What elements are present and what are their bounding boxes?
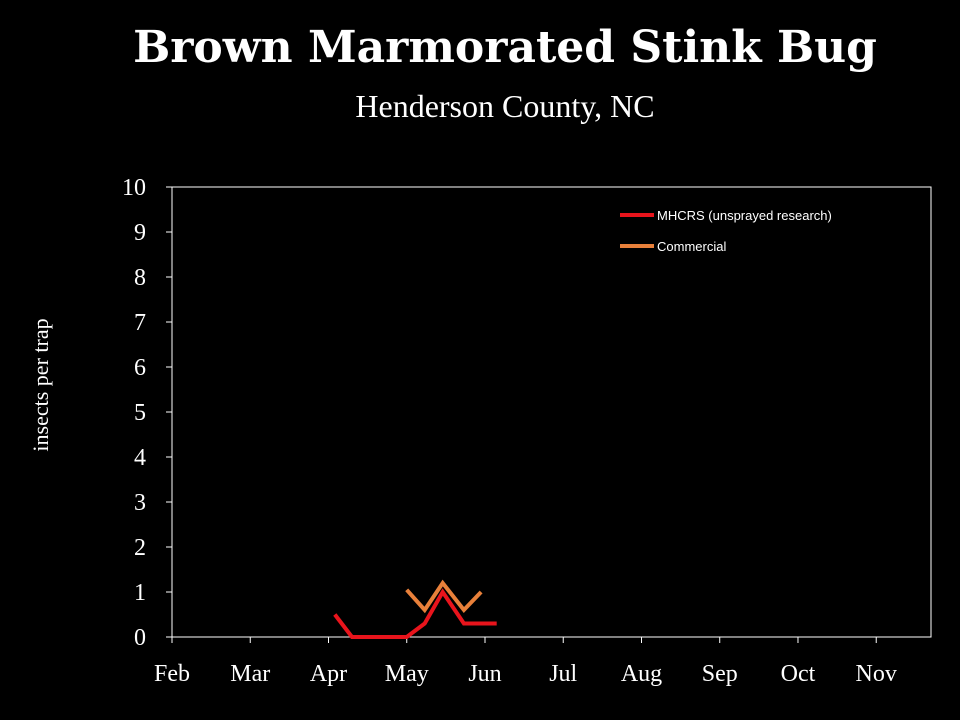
y-tick-label: 10 (122, 175, 146, 201)
y-tick-label: 5 (134, 400, 146, 426)
x-tick-label: Apr (310, 661, 347, 687)
x-tick-label: Oct (781, 661, 816, 687)
series-line (405, 579, 483, 614)
y-tick-label: 3 (134, 490, 146, 516)
y-tick-label: 2 (134, 535, 146, 561)
x-tick-label: Jun (468, 661, 501, 687)
series-layer (333, 579, 497, 639)
y-tick-label: 0 (134, 625, 146, 651)
x-tick-label: Jul (549, 661, 577, 687)
x-tick-label: Mar (230, 661, 270, 687)
series-line (333, 588, 497, 639)
y-tick-label: 1 (134, 580, 146, 606)
x-axis: Feb Mar Apr May Jun Jul Aug Sep Oct Nov (154, 637, 897, 687)
legend-label: Commercial (657, 239, 726, 254)
chart-title: Brown Marmorated Stink Bug (133, 22, 877, 73)
x-tick-label: Aug (621, 661, 662, 687)
legend: MHCRS (unsprayed research) Commercial (620, 208, 832, 254)
y-tick-label: 6 (134, 355, 146, 381)
y-axis: 0 1 2 3 4 5 6 7 8 9 10 (122, 175, 172, 651)
x-tick-label: Nov (856, 661, 897, 687)
y-tick-label: 4 (134, 445, 146, 471)
x-tick-label: Sep (702, 661, 738, 687)
plot-frame (171, 186, 932, 638)
legend-label: MHCRS (unsprayed research) (657, 208, 832, 223)
y-tick-label: 9 (134, 220, 146, 246)
y-axis-label: insects per trap (28, 318, 53, 451)
chart-subtitle: Henderson County, NC (355, 88, 655, 124)
x-tick-label: Feb (154, 661, 190, 687)
x-tick-label: May (385, 661, 429, 687)
y-tick-label: 8 (134, 265, 146, 291)
plot-area (171, 186, 932, 638)
y-tick-label: 7 (134, 310, 146, 336)
